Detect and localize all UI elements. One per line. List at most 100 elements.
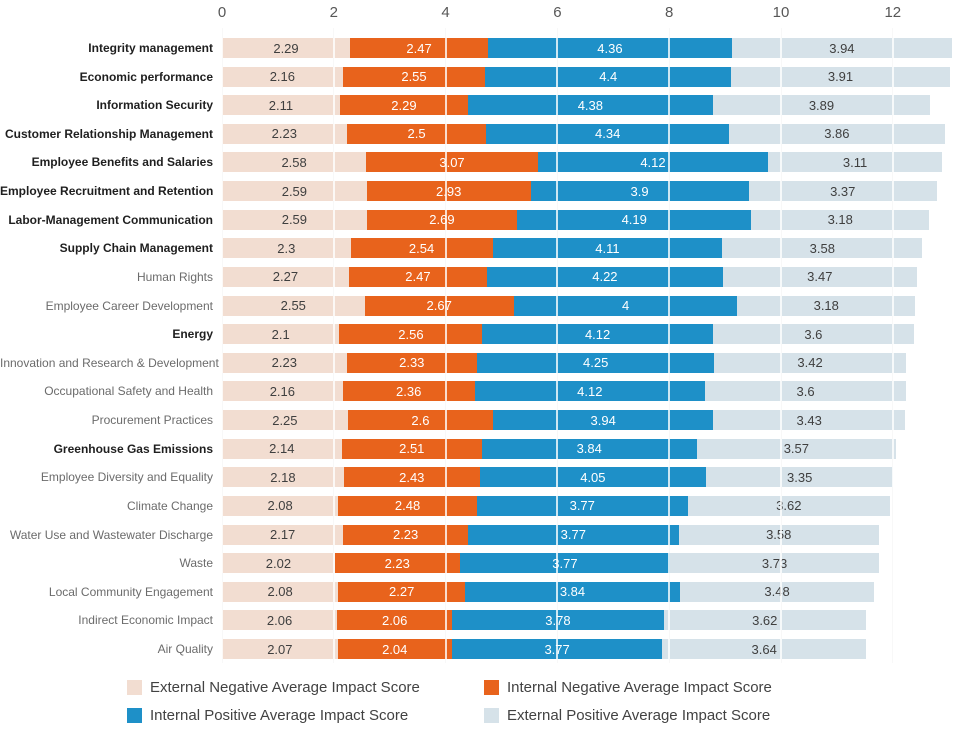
segment-value-label: 3.47 <box>807 269 833 285</box>
bar-segment-internal-negative: 2.47 <box>350 38 489 58</box>
legend-swatch-icon <box>484 708 499 723</box>
bar-segment-internal-negative: 2.29 <box>339 95 468 116</box>
bar-segment-internal-negative: 2.5 <box>346 123 487 144</box>
segment-value-label: 2.18 <box>270 469 296 485</box>
x-axis-tick-label: 10 <box>772 4 790 21</box>
category-label: Indirect Economic Impact <box>78 613 213 628</box>
segment-value-label: 4.11 <box>595 240 620 256</box>
segment-value-label: 3.91 <box>827 69 854 85</box>
segment-value-label: 2.23 <box>271 126 297 142</box>
category-row: Climate Change 2.08 2.48 3.77 3.62 <box>0 495 968 516</box>
segment-value-label: 3.42 <box>797 355 823 371</box>
category-row: Greenhouse Gas Emissions 2.14 2.51 3.84 … <box>0 438 968 459</box>
legend-swatch-icon <box>127 680 142 695</box>
segment-value-label: 3.43 <box>796 412 822 428</box>
bar-segment-internal-negative: 2.69 <box>366 209 518 230</box>
segment-value-label: 2.69 <box>429 212 455 228</box>
legend-item-external-positive: External Positive Average Impact Score <box>484 707 841 724</box>
bar-track: 2.17 2.23 3.77 3.58 <box>222 524 879 545</box>
segment-value-label: 2.29 <box>391 97 417 113</box>
segment-value-label: 3.64 <box>751 641 777 657</box>
x-axis-tick-label: 12 <box>884 4 902 21</box>
bar-segment-internal-positive: 4.19 <box>517 209 752 230</box>
segment-value-label: 2.43 <box>399 469 425 485</box>
bar-segment-internal-positive: 4.36 <box>488 38 732 58</box>
category-label: Innovation and Research & Development <box>0 355 219 370</box>
legend-item-external-negative: External Negative Average Impact Score <box>127 679 484 696</box>
segment-value-label: 2.07 <box>267 641 293 657</box>
segment-value-label: 2.29 <box>273 40 299 56</box>
bar-segment-internal-negative: 3.07 <box>366 152 538 173</box>
bar-segment-internal-negative: 2.54 <box>350 238 493 259</box>
bar-track: 2.07 2.04 3.77 3.64 <box>222 639 866 660</box>
segment-value-label: 2.54 <box>408 240 435 256</box>
bar-segment-internal-negative: 2.6 <box>347 410 494 431</box>
category-label: Procurement Practices <box>91 413 213 428</box>
x-axis-tick-label: 4 <box>441 4 450 21</box>
segment-value-label: 2.56 <box>398 326 424 342</box>
segment-value-label: 3.18 <box>813 298 839 314</box>
segment-value-label: 3.77 <box>552 555 578 571</box>
category-row: Supply Chain Management 2.3 2.54 4.11 3.… <box>0 238 968 259</box>
bar-segment-external-negative: 2.58 <box>222 152 367 173</box>
category-label: Employee Benefits and Salaries <box>31 155 213 170</box>
bar-segment-internal-negative: 2.93 <box>366 181 531 202</box>
category-row: Water Use and Wastewater Discharge 2.17 … <box>0 524 968 545</box>
segment-value-label: 4 <box>621 298 630 314</box>
bar-segment-external-positive: 3.6 <box>712 324 914 345</box>
segment-value-label: 3.78 <box>545 612 571 628</box>
bar-track: 2.58 3.07 4.12 3.11 <box>222 152 942 173</box>
segment-value-label: 2.59 <box>281 212 308 228</box>
bar-track: 2.14 2.51 3.84 3.57 <box>222 438 897 459</box>
segment-value-label: 2.47 <box>406 40 432 56</box>
category-label: Information Security <box>96 98 213 113</box>
segment-value-label: 4.19 <box>621 212 647 228</box>
bar-segment-internal-positive: 3.94 <box>493 410 714 431</box>
bar-segment-internal-negative: 2.27 <box>338 581 466 602</box>
bar-segment-internal-negative: 2.51 <box>341 438 482 459</box>
bar-segment-external-negative: 2.27 <box>222 266 349 287</box>
bar-track: 2.1 2.56 4.12 3.6 <box>222 324 914 345</box>
bar-segment-external-negative: 2.17 <box>222 524 344 545</box>
category-row: Procurement Practices 2.25 2.6 3.94 3.43 <box>0 410 968 431</box>
legend-item-internal-negative: Internal Negative Average Impact Score <box>484 679 841 696</box>
segment-value-label: 4.25 <box>583 355 609 371</box>
category-row: Waste 2.02 2.23 3.77 3.73 <box>0 553 968 574</box>
segment-value-label: 3.57 <box>783 441 809 457</box>
bar-segment-internal-negative: 2.36 <box>342 381 475 402</box>
bar-track: 2.18 2.43 4.05 3.35 <box>222 467 894 488</box>
legend-swatch-icon <box>484 680 499 695</box>
x-axis-tick-label: 6 <box>553 4 562 21</box>
category-label: Labor-Management Communication <box>8 212 213 227</box>
bar-track: 2.25 2.6 3.94 3.43 <box>222 410 906 431</box>
category-row: Information Security 2.11 2.29 4.38 3.89 <box>0 95 968 116</box>
legend: External Negative Average Impact Score I… <box>0 679 968 724</box>
bar-segment-external-positive: 3.86 <box>729 123 945 144</box>
segment-value-label: 2.08 <box>267 584 293 600</box>
segment-value-label: 3.07 <box>439 154 465 170</box>
category-label: Supply Chain Management <box>59 241 213 256</box>
bar-segment-internal-positive: 4.38 <box>467 95 713 116</box>
segment-value-label: 2.93 <box>436 183 462 199</box>
bar-segment-internal-positive: 3.77 <box>459 553 671 574</box>
segment-value-label: 2.14 <box>269 441 295 457</box>
bar-segment-external-positive: 3.91 <box>731 66 950 87</box>
category-label: Occupational Safety and Health <box>44 384 213 399</box>
bar-segment-external-negative: 2.29 <box>222 38 350 58</box>
bar-segment-external-positive: 3.6 <box>704 381 907 402</box>
category-label: Air Quality <box>157 642 213 657</box>
bar-segment-external-negative: 2.1 <box>222 324 340 345</box>
bar-segment-external-positive: 3.35 <box>706 467 894 488</box>
category-row: Air Quality 2.07 2.04 3.77 3.64 <box>0 639 968 660</box>
x-axis-tick-label: 0 <box>217 4 227 21</box>
bar-segment-external-positive: 3.37 <box>748 181 937 202</box>
bar-segment-external-positive: 3.47 <box>722 266 917 287</box>
bar-track: 2.23 2.5 4.34 3.86 <box>222 123 945 144</box>
bar-segment-internal-positive: 3.84 <box>481 438 697 459</box>
category-label: Customer Relationship Management <box>4 126 213 141</box>
segment-value-label: 2.36 <box>396 383 422 399</box>
segment-value-label: 2.55 <box>280 298 306 314</box>
category-row: Economic performance 2.16 2.55 4.4 3.91 <box>0 66 968 87</box>
bar-track: 2.27 2.47 4.22 3.47 <box>222 266 917 287</box>
segment-value-label: 2.23 <box>271 355 297 371</box>
